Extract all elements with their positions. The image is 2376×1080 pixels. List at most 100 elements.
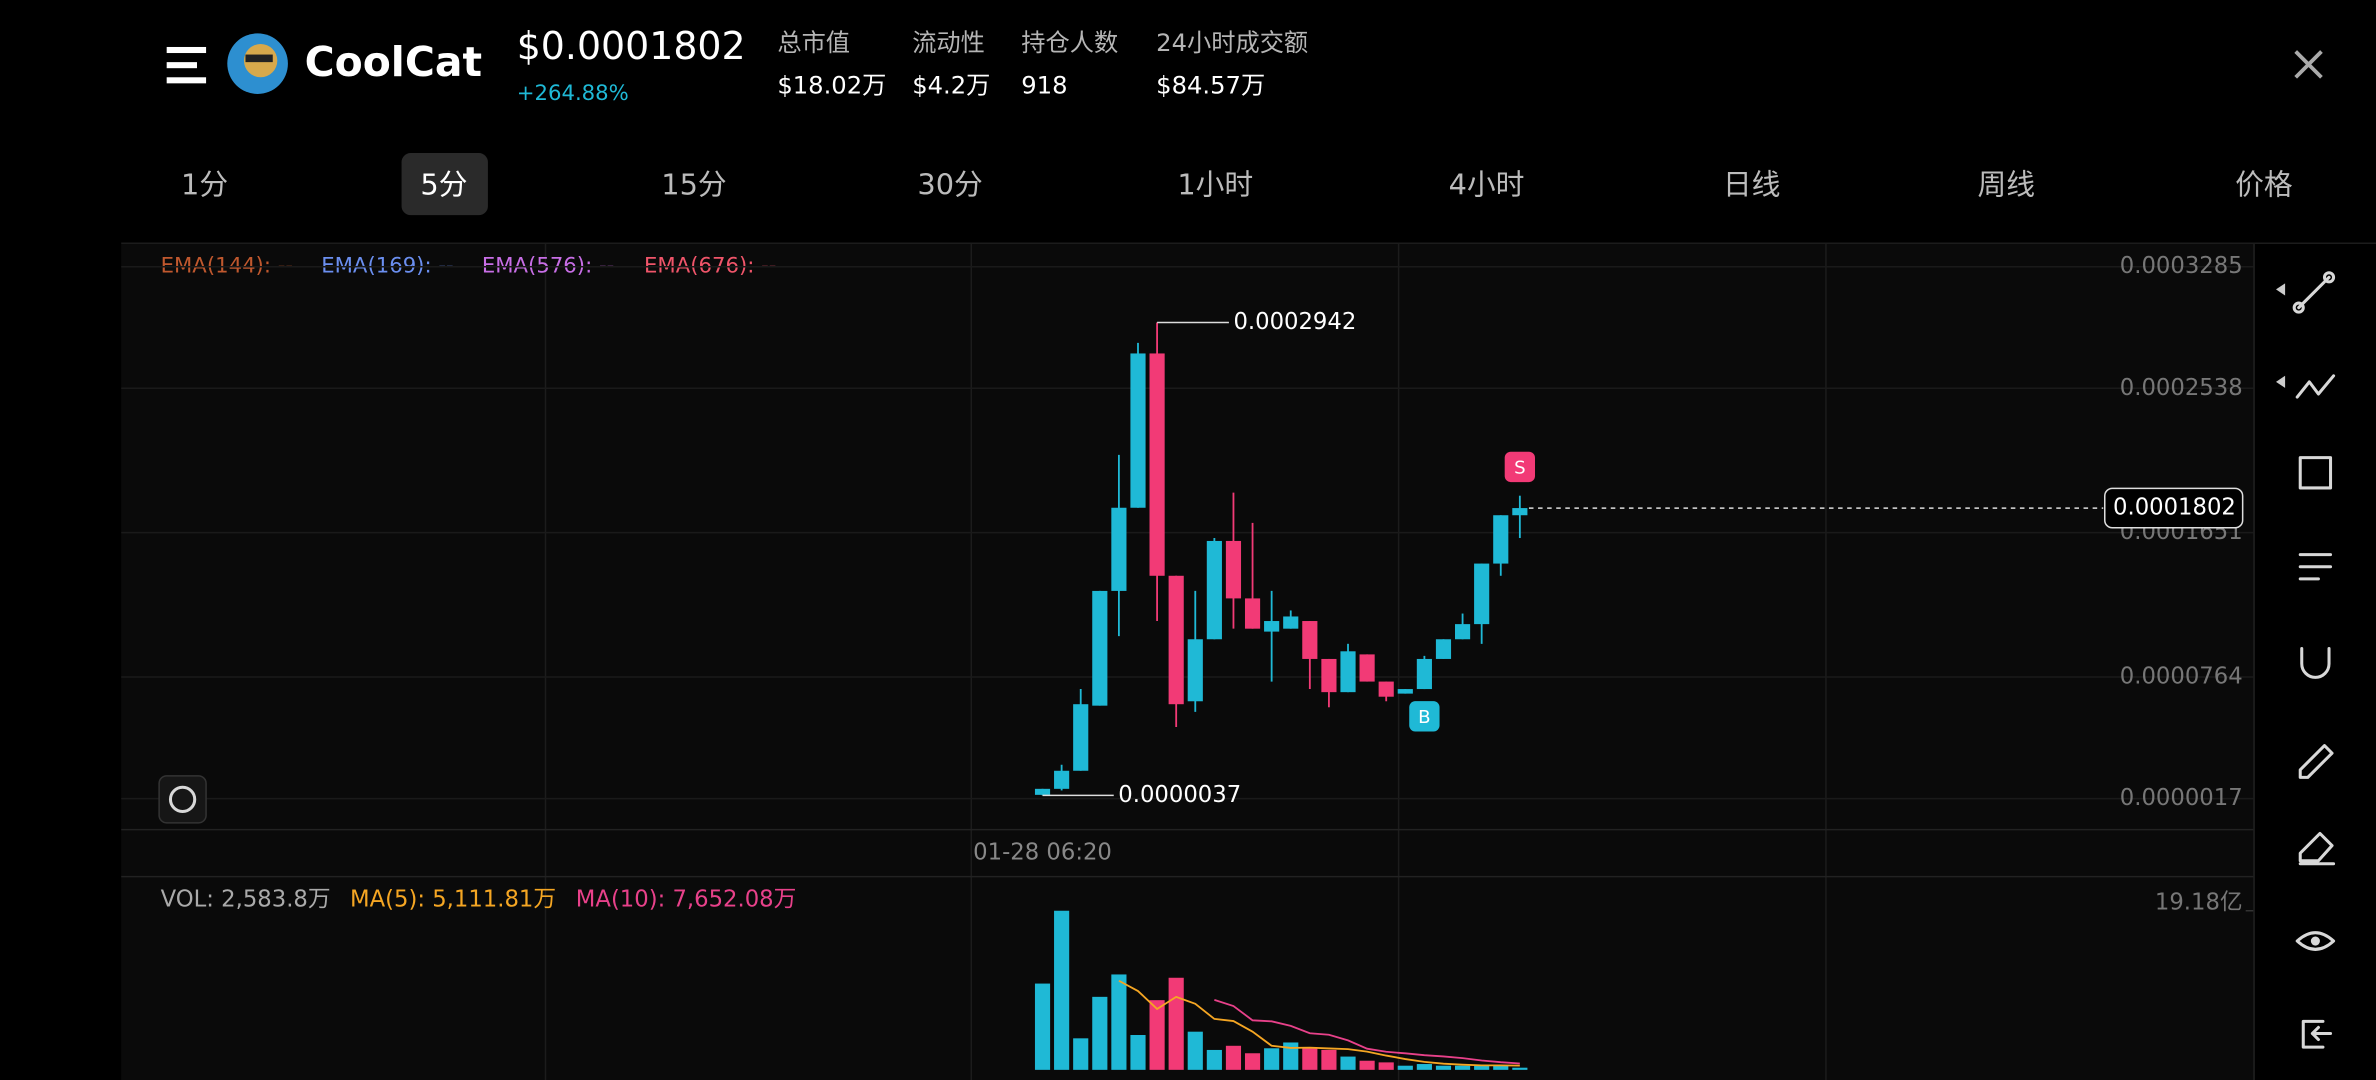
tool-fib[interactable] (2275, 374, 2336, 399)
drawing-toolbar (2275, 271, 2336, 1049)
timeframe-tab[interactable]: 1分 (181, 167, 228, 201)
stat-value: $84.57万 (1156, 70, 1265, 99)
tab-label: 5分 (420, 167, 467, 201)
candle-body (1283, 616, 1299, 629)
candle-body (1111, 507, 1127, 591)
tab-label: 日线 (1723, 167, 1781, 201)
candle-body (1416, 658, 1432, 690)
legend-label: MA(5): 5,111.81万 (350, 887, 556, 913)
legend-label: VOL: 2,583.8万 (161, 887, 331, 913)
tool-exit[interactable] (2301, 1019, 2333, 1049)
y-tick-label: 19.18亿 (2155, 890, 2243, 916)
tab-label: 15分 (661, 167, 726, 201)
ma-line (1118, 979, 1520, 1067)
chart-panel (121, 243, 2254, 1080)
candle-body (1454, 624, 1471, 640)
tab-label: 1小时 (1177, 167, 1253, 201)
volume-bar (1225, 1045, 1242, 1070)
timeframe-tab[interactable]: 15分 (661, 167, 726, 201)
candle-chart: EMA(144): -- EMA(169): -- EMA(576): -- EMA(… (121, 253, 2254, 866)
y-tick-label: 0.0003285 (2120, 253, 2243, 279)
volume-bar (1111, 974, 1127, 1070)
timeframe-tab[interactable]: 1小时 (1177, 167, 1253, 201)
reset-view-button[interactable] (158, 775, 207, 824)
timeframe-tab[interactable]: 4小时 (1449, 167, 1525, 201)
timeframe-tab[interactable]: 日线 (1723, 167, 1781, 201)
signal-label: B (1418, 707, 1430, 728)
candle-body (1321, 658, 1337, 693)
timeframe-tab[interactable]: 价格 (2235, 167, 2293, 201)
volume-bar (1187, 1031, 1203, 1070)
tool-magnet[interactable] (2300, 647, 2331, 679)
icon (2292, 301, 2305, 314)
candle-body (1034, 788, 1051, 795)
price-change: +264.88% (517, 81, 629, 106)
icon (2295, 374, 2336, 399)
tab-label: 4小时 (1449, 167, 1525, 201)
legend-label: MA(10): 7,652.08万 (576, 887, 797, 913)
tool-visibility[interactable] (2295, 931, 2336, 951)
timeframe-tab[interactable]: 5分 (401, 153, 488, 216)
candle-body (1493, 515, 1509, 564)
stat-value: $18.02万 (777, 70, 886, 99)
volume-bar (1034, 983, 1051, 1070)
volume-bar (1149, 1000, 1165, 1070)
candle-body (1225, 540, 1242, 599)
volume-bar (1359, 1060, 1375, 1070)
volume-bar (1302, 1048, 1318, 1070)
icon (2298, 553, 2333, 581)
stat-value: 918 (1021, 70, 1067, 99)
volume-bar (1454, 1065, 1471, 1070)
y-tick-label: 0.0002538 (2120, 375, 2243, 401)
tab-label: 周线 (1977, 167, 2035, 201)
timeframe-tab[interactable]: 30分 (917, 167, 982, 201)
tool-pen[interactable] (2298, 744, 2334, 779)
close-button[interactable] (2294, 50, 2323, 79)
candle-body (1206, 540, 1222, 640)
candle-body (1397, 689, 1413, 694)
menu-bar (166, 62, 197, 69)
volume-bar (1073, 1038, 1089, 1070)
icon (2298, 456, 2333, 490)
timeframe-tab[interactable]: 周线 (1977, 167, 2035, 201)
volume-bar (1397, 1065, 1413, 1070)
volume-bar (1416, 1064, 1432, 1070)
tab-label: 30分 (917, 167, 982, 201)
volume-bar (1378, 1062, 1394, 1070)
tab-highlight (401, 153, 488, 216)
stat-label: 持仓人数 (1021, 28, 1118, 57)
stat-value: $4.2万 (912, 70, 990, 99)
icon (2275, 375, 2286, 388)
stat-label: 24小时成交额 (1156, 28, 1308, 57)
volume-bar (1493, 1065, 1509, 1070)
tab-label: 价格 (2235, 167, 2293, 201)
tab-label: 1分 (181, 167, 228, 201)
volume-bar (1340, 1056, 1356, 1070)
icon (2297, 275, 2331, 310)
candle-body (1435, 639, 1452, 659)
tool-eraser[interactable] (2298, 831, 2336, 866)
icon (2301, 1019, 2333, 1049)
menu-button[interactable] (166, 46, 207, 84)
tool-trendline[interactable] (2275, 271, 2336, 314)
candle-body (1054, 770, 1070, 789)
tool-shape[interactable] (2298, 456, 2333, 490)
tool-settings[interactable] (2298, 553, 2333, 581)
candle-body (1168, 575, 1184, 705)
icon (2275, 283, 2286, 296)
volume-bar (1092, 996, 1108, 1070)
close-icon (2294, 50, 2323, 79)
volume-bar (1474, 1065, 1490, 1070)
stat-label: 流动性 (912, 28, 985, 57)
token-name: CoolCat (305, 38, 482, 86)
icon (2298, 744, 2334, 779)
candle-body (1474, 563, 1490, 625)
candle-body (1073, 704, 1089, 771)
token-avatar-glasses (245, 54, 273, 63)
candle-body (1092, 590, 1108, 706)
reset-view-icon (168, 785, 197, 813)
last-price-label: 0.0001802 (2113, 495, 2236, 521)
